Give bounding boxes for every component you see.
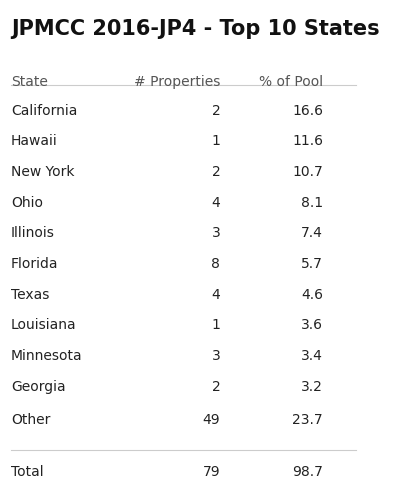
Text: 49: 49: [202, 413, 220, 427]
Text: 98.7: 98.7: [292, 465, 323, 479]
Text: Ohio: Ohio: [11, 196, 43, 210]
Text: 23.7: 23.7: [292, 413, 323, 427]
Text: JPMCC 2016-JP4 - Top 10 States: JPMCC 2016-JP4 - Top 10 States: [11, 19, 380, 39]
Text: New York: New York: [11, 165, 74, 179]
Text: State: State: [11, 75, 48, 90]
Text: 10.7: 10.7: [292, 165, 323, 179]
Text: 4: 4: [212, 196, 220, 210]
Text: 16.6: 16.6: [292, 104, 323, 118]
Text: 2: 2: [212, 165, 220, 179]
Text: Hawaii: Hawaii: [11, 134, 58, 149]
Text: 11.6: 11.6: [292, 134, 323, 149]
Text: 4: 4: [212, 288, 220, 302]
Text: 8.1: 8.1: [301, 196, 323, 210]
Text: Total: Total: [11, 465, 44, 479]
Text: 2: 2: [212, 380, 220, 394]
Text: 3.4: 3.4: [301, 349, 323, 363]
Text: Florida: Florida: [11, 257, 58, 271]
Text: 7.4: 7.4: [301, 226, 323, 241]
Text: Louisiana: Louisiana: [11, 318, 76, 333]
Text: 3.2: 3.2: [301, 380, 323, 394]
Text: 2: 2: [212, 104, 220, 118]
Text: 5.7: 5.7: [301, 257, 323, 271]
Text: Other: Other: [11, 413, 50, 427]
Text: California: California: [11, 104, 77, 118]
Text: % of Pool: % of Pool: [259, 75, 323, 90]
Text: 3.6: 3.6: [301, 318, 323, 333]
Text: 79: 79: [202, 465, 220, 479]
Text: 3: 3: [212, 226, 220, 241]
Text: Texas: Texas: [11, 288, 50, 302]
Text: Georgia: Georgia: [11, 380, 66, 394]
Text: 4.6: 4.6: [301, 288, 323, 302]
Text: 8: 8: [211, 257, 220, 271]
Text: 1: 1: [211, 318, 220, 333]
Text: # Properties: # Properties: [134, 75, 220, 90]
Text: Minnesota: Minnesota: [11, 349, 83, 363]
Text: Illinois: Illinois: [11, 226, 55, 241]
Text: 1: 1: [211, 134, 220, 149]
Text: 3: 3: [212, 349, 220, 363]
